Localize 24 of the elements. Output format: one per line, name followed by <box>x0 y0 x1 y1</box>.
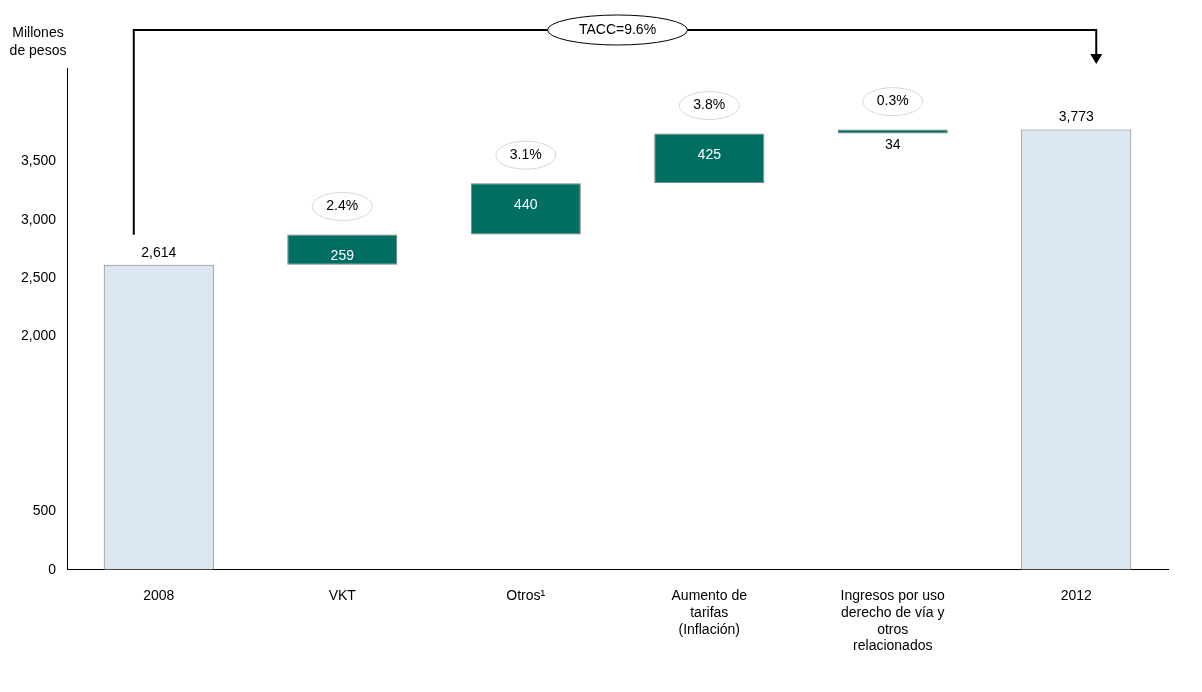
annotation: 0.3% <box>876 92 909 109</box>
data-label: 3,773 <box>1058 108 1094 125</box>
x-tick-label: VKT <box>328 587 357 604</box>
data-label: 259 <box>330 247 355 264</box>
y-tick-label: 0 <box>48 560 57 577</box>
data-label: 2,614 <box>141 243 177 260</box>
data-label: 425 <box>697 146 722 163</box>
y-tick-label: 500 <box>32 502 57 519</box>
y-tick-label: 3,500 <box>20 152 57 169</box>
x-tick-label: 2012 <box>1060 587 1093 604</box>
data-label: 34 <box>884 136 901 153</box>
y-tick-label: 2,000 <box>20 327 57 344</box>
x-tick-label: Aumento de tarifas (Inflación) <box>671 587 748 637</box>
annotation: 3.1% <box>509 146 542 163</box>
x-tick-label: Ingresos por uso derecho de vía y otros relacionados <box>840 587 946 654</box>
annotation: 3.8% <box>693 96 726 113</box>
data-label: 440 <box>514 196 538 213</box>
y-axis-title: Millones de pesos <box>9 23 67 58</box>
x-tick-label: 2008 <box>143 587 175 604</box>
y-tick-label: 2,500 <box>20 268 57 285</box>
x-tick-label: Otros¹ <box>506 587 546 604</box>
text: TACC=9.6% <box>578 20 657 37</box>
annotation: 2.4% <box>326 197 359 214</box>
y-tick-label: 3,000 <box>20 210 57 227</box>
